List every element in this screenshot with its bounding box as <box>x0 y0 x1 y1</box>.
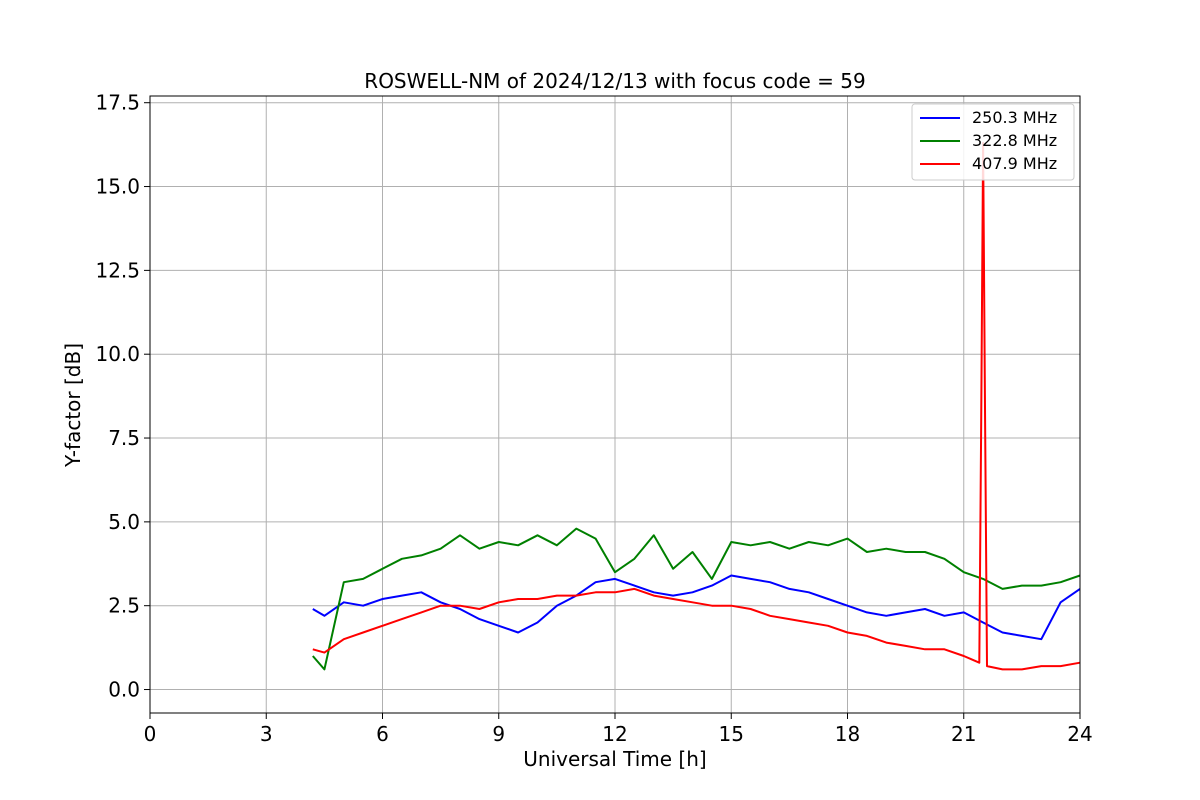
x-tick-label: 24 <box>1067 722 1092 746</box>
x-tick-label: 21 <box>951 722 976 746</box>
x-tick-label: 9 <box>492 722 505 746</box>
x-tick-label: 6 <box>376 722 389 746</box>
legend-label: 250.3 MHz <box>972 108 1057 127</box>
series-line-3 <box>312 141 1081 671</box>
grid <box>149 96 1081 713</box>
series-layer <box>312 141 1081 671</box>
legend-label: 407.9 MHz <box>972 154 1057 173</box>
series-line-1 <box>312 574 1081 641</box>
x-tick-label: 3 <box>260 722 273 746</box>
series-line-2 <box>312 527 1081 671</box>
x-tick-label: 18 <box>835 722 860 746</box>
y-tick-label: 15.0 <box>95 175 140 199</box>
x-axis-label: Universal Time [h] <box>523 747 706 771</box>
legend-box <box>911 103 1075 181</box>
y-tick-label: 17.5 <box>95 91 140 115</box>
y-tick-label: 5.0 <box>108 510 140 534</box>
legend-label: 322.8 MHz <box>972 131 1057 150</box>
y-tick-label: 2.5 <box>108 594 140 618</box>
x-tick-label: 15 <box>719 722 744 746</box>
y-tick-label: 12.5 <box>95 258 140 282</box>
x-tick-label: 12 <box>602 722 627 746</box>
y-tick-label: 10.0 <box>95 342 140 366</box>
legend: 250.3 MHz 322.8 MHz 407.9 MHz <box>911 103 1075 181</box>
y-axis-label: Y-factor [dB] <box>61 343 85 468</box>
x-tick-label: 0 <box>144 722 157 746</box>
chart-title: ROSWELL-NM of 2024/12/13 with focus code… <box>364 69 865 93</box>
y-tick-label: 0.0 <box>108 678 140 702</box>
ticks: 0 3 6 9 12 15 18 21 24 0.0 2.5 5.0 7.5 10.0 12.5 15.0 17… <box>95 91 1092 746</box>
y-tick-label: 7.5 <box>108 426 140 450</box>
